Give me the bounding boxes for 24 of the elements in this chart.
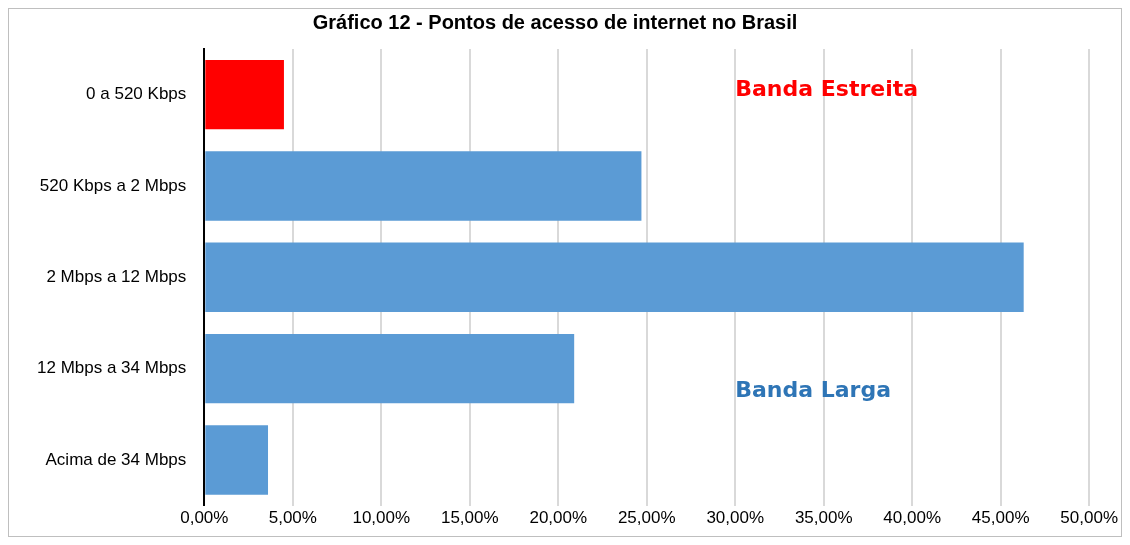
- x-tick-label: 40,00%: [883, 508, 942, 528]
- x-tick-label: 15,00%: [440, 508, 499, 528]
- bar: [205, 59, 284, 130]
- bar: [205, 242, 1024, 312]
- chart-title: Gráfico 12 - Pontos de acesso de internet no Brasil: [312, 10, 798, 33]
- x-tick-label: 45,00%: [971, 508, 1030, 528]
- annotation: Banda Estreita: [735, 75, 919, 101]
- x-tick-label: 10,00%: [352, 508, 411, 528]
- x-tick-label: 0,00%: [180, 508, 229, 528]
- x-tick-label: 20,00%: [529, 508, 588, 528]
- y-tick-label: Acima de 34 Mbps: [45, 449, 187, 469]
- y-tick-label: 2 Mbps a 12 Mbps: [46, 266, 187, 286]
- y-tick-label: 12 Mbps a 34 Mbps: [36, 358, 187, 378]
- bar: [205, 425, 269, 495]
- x-tick-label: 35,00%: [794, 508, 853, 528]
- x-tick-label: 25,00%: [617, 508, 676, 528]
- x-tick-label: 30,00%: [706, 508, 765, 528]
- y-tick-label: 520 Kbps a 2 Mbps: [39, 175, 187, 195]
- x-tick-label: 5,00%: [268, 508, 317, 528]
- y-tick-label: 0 a 520 Kbps: [86, 84, 187, 104]
- x-tick-label: 50,00%: [1060, 508, 1119, 528]
- annotation: Banda Larga: [735, 377, 892, 403]
- bar: [205, 151, 642, 221]
- bar: [205, 333, 575, 404]
